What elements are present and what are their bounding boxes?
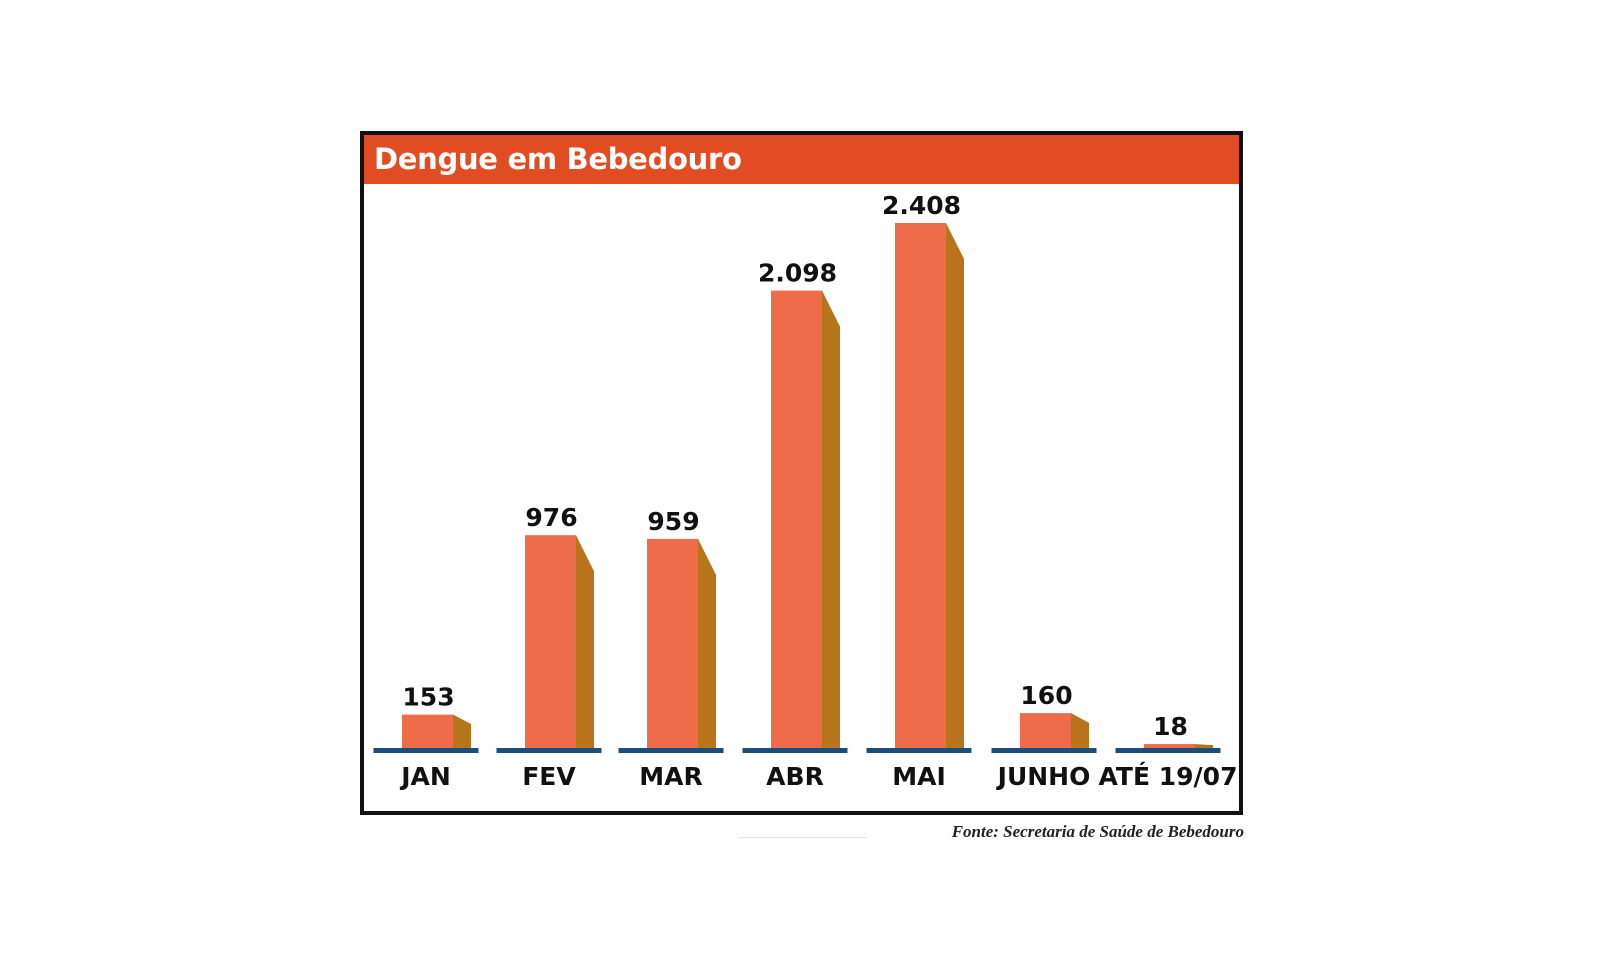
data-label: 2.408 xyxy=(882,191,961,220)
x-tick-label: FEV xyxy=(522,762,576,791)
baseline-segment xyxy=(618,748,724,753)
data-label: 160 xyxy=(1020,681,1072,710)
baseline-segment xyxy=(1115,748,1221,753)
chart-source: Fonte: Secretaria de Saúde de Bebedouro xyxy=(951,822,1244,841)
bar xyxy=(525,535,576,748)
bar-side xyxy=(946,223,964,748)
x-tick-label: MAI xyxy=(892,762,946,791)
bar-side xyxy=(453,714,471,748)
bar xyxy=(895,223,946,748)
data-label: 2.098 xyxy=(758,259,837,288)
baseline-segment xyxy=(742,748,848,753)
bar xyxy=(771,290,822,748)
bar xyxy=(647,538,698,748)
baseline-segment xyxy=(866,748,972,753)
data-label: 976 xyxy=(525,503,577,532)
bar-side xyxy=(576,535,594,748)
chart-title-bar: Dengue em Bebedouro xyxy=(364,135,1239,184)
data-label: 959 xyxy=(647,507,699,536)
bar-chart: 153 JAN 976 FEV 959 MAR 2.098 ABR 2.408 MAI 160 JUN… xyxy=(373,191,1238,791)
x-tick-label: ATÉ 19/07 xyxy=(1099,762,1238,791)
divider xyxy=(738,837,866,838)
baseline-segment xyxy=(991,748,1097,753)
data-label: 153 xyxy=(402,683,454,712)
x-tick-label: ABR xyxy=(766,762,824,791)
bar-side xyxy=(1071,713,1089,748)
x-tick-label: JAN xyxy=(399,762,451,791)
bar xyxy=(1020,713,1071,748)
bar-side xyxy=(698,538,716,748)
baseline-segment xyxy=(373,748,479,753)
bar xyxy=(1144,744,1195,748)
bar xyxy=(402,714,453,748)
x-tick-label: JUNHO xyxy=(996,762,1091,791)
chart-title: Dengue em Bebedouro xyxy=(374,142,742,176)
chart-frame: Dengue em Bebedouro 153 JAN 976 FEV 959 MAR 2.… xyxy=(360,131,1243,815)
bar-side xyxy=(822,290,840,748)
x-tick-label: MAR xyxy=(639,762,702,791)
baseline-segment xyxy=(496,748,602,753)
data-label: 18 xyxy=(1153,712,1188,741)
bar-side xyxy=(1195,744,1213,748)
